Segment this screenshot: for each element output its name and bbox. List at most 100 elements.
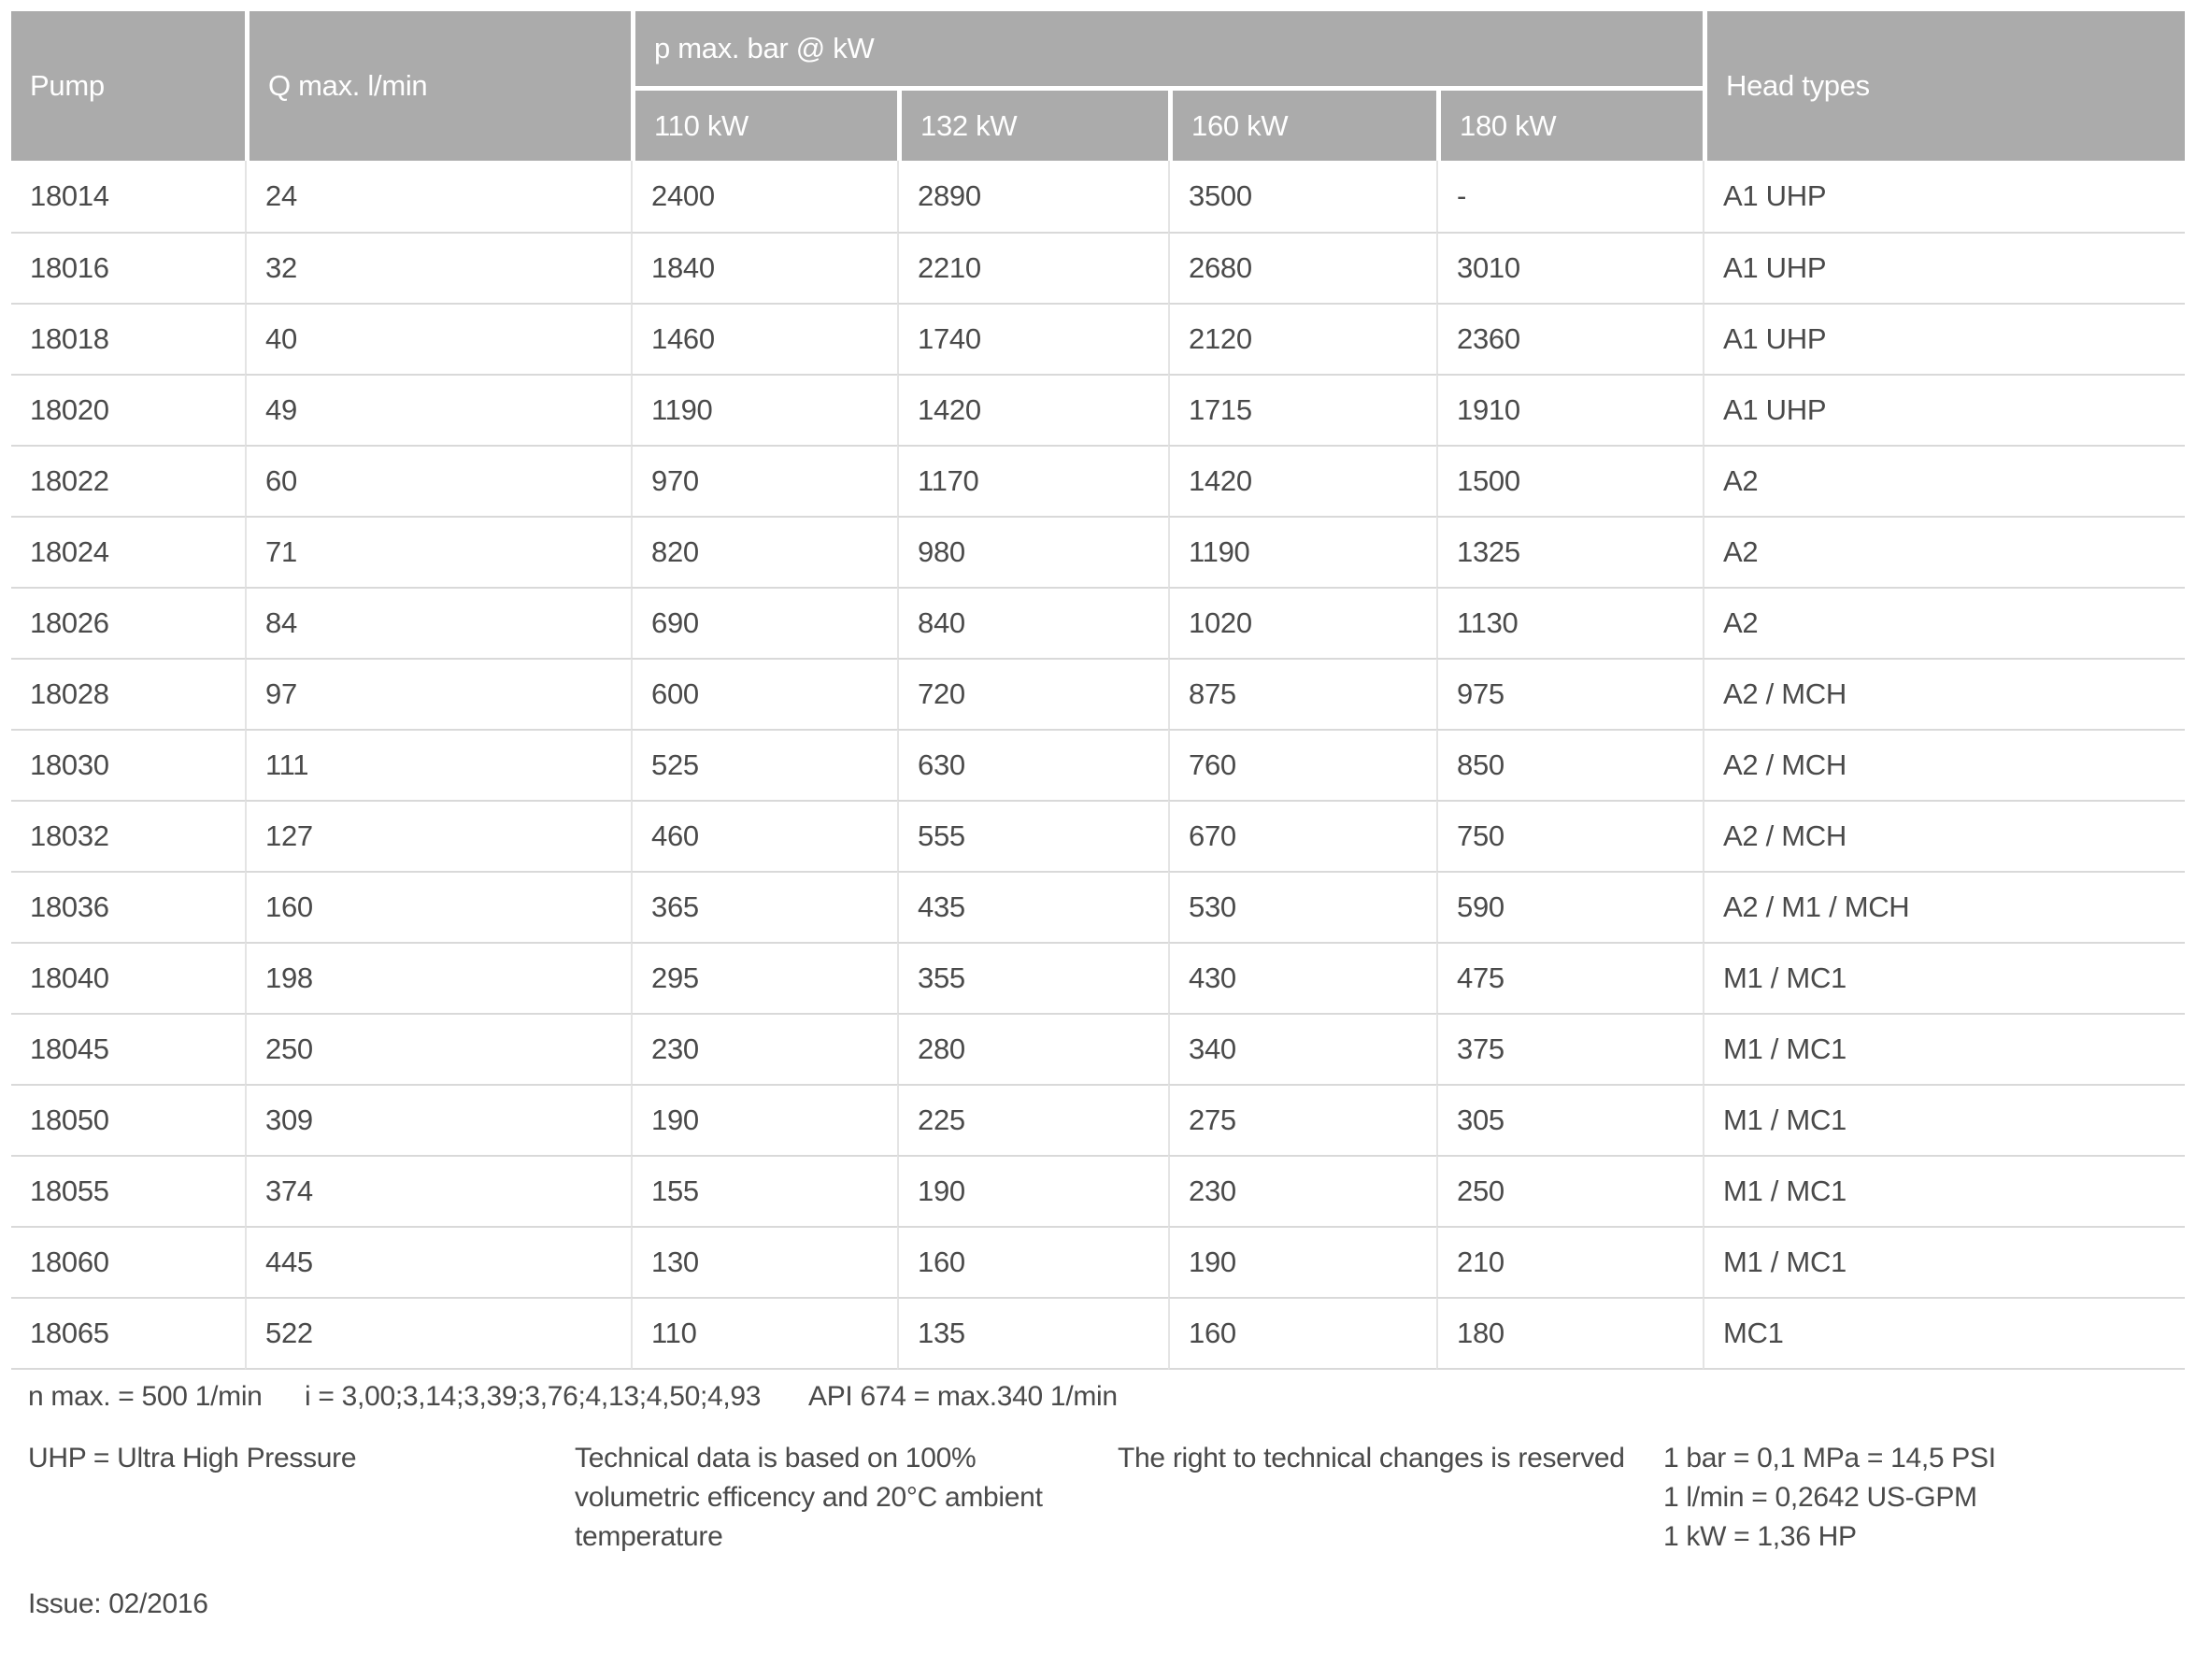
header-132kw: 132 kW	[897, 91, 1168, 161]
table-row: 18055 374 155 190 230 250 M1 / MC1	[11, 1155, 2186, 1226]
cell-p160kw: 1020	[1168, 587, 1436, 658]
header-180kw: 180 kW	[1436, 91, 1704, 161]
cell-p180kw: 305	[1436, 1084, 1704, 1155]
cell-pump: 18045	[11, 1013, 245, 1084]
cell-p160kw: 1190	[1168, 516, 1436, 587]
cell-p110kw: 820	[631, 516, 897, 587]
header-qmax: Q max. l/min	[245, 11, 631, 161]
cell-p180kw: 475	[1436, 942, 1704, 1013]
cell-p110kw: 295	[631, 942, 897, 1013]
cell-p110kw: 2400	[631, 161, 897, 232]
cell-p110kw: 600	[631, 658, 897, 729]
table-row: 18032 127 460 555 670 750 A2 / MCH	[11, 800, 2186, 871]
cell-head-types: A1 UHP	[1703, 374, 2186, 445]
technical-note-line: Technical data is based on 100%	[575, 1443, 977, 1474]
cell-p180kw: -	[1436, 161, 1704, 232]
cell-p160kw: 1715	[1168, 374, 1436, 445]
table-row: 18026 84 690 840 1020 1130 A2	[11, 587, 2186, 658]
cell-qmax: 49	[245, 374, 631, 445]
cell-qmax: 24	[245, 161, 631, 232]
cell-p160kw: 160	[1168, 1297, 1436, 1370]
cell-p180kw: 2360	[1436, 303, 1704, 374]
cell-pump: 18030	[11, 729, 245, 800]
cell-p110kw: 190	[631, 1084, 897, 1155]
cell-head-types: A2 / MCH	[1703, 658, 2186, 729]
cell-p160kw: 340	[1168, 1013, 1436, 1084]
cell-p132kw: 1740	[897, 303, 1168, 374]
table-row: 18024 71 820 980 1190 1325 A2	[11, 516, 2186, 587]
cell-qmax: 309	[245, 1084, 631, 1155]
cell-p110kw: 130	[631, 1226, 897, 1297]
cell-p132kw: 435	[897, 871, 1168, 942]
technical-note-line: temperature	[575, 1521, 723, 1552]
cell-head-types: M1 / MC1	[1703, 1155, 2186, 1226]
technical-note-line: volumetric efficency and 20°C ambient	[575, 1482, 1043, 1513]
cell-p110kw: 970	[631, 445, 897, 516]
table-row: 18028 97 600 720 875 975 A2 / MCH	[11, 658, 2186, 729]
table-row: 18030 111 525 630 760 850 A2 / MCH	[11, 729, 2186, 800]
cell-pump: 18020	[11, 374, 245, 445]
cell-pump: 18018	[11, 303, 245, 374]
table-row: 18016 32 1840 2210 2680 3010 A1 UHP	[11, 232, 2186, 303]
cell-qmax: 60	[245, 445, 631, 516]
cell-qmax: 374	[245, 1155, 631, 1226]
cell-qmax: 127	[245, 800, 631, 871]
cell-p110kw: 155	[631, 1155, 897, 1226]
cell-head-types: A2	[1703, 516, 2186, 587]
cell-p180kw: 1325	[1436, 516, 1704, 587]
cell-head-types: MC1	[1703, 1297, 2186, 1370]
cell-qmax: 445	[245, 1226, 631, 1297]
conversion-line: 1 l/min = 0,2642 US-GPM	[1663, 1482, 1977, 1513]
footnote-api: API 674 = max.340 1/min	[808, 1381, 1118, 1412]
cell-pump: 18055	[11, 1155, 245, 1226]
footnote-i-ratios: i = 3,00;3,14;3,39;3,76;4,13;4,50;4,93	[305, 1381, 762, 1412]
cell-head-types: A2 / MCH	[1703, 729, 2186, 800]
table-header: Pump Q max. l/min p max. bar @ kW Head t…	[11, 11, 2186, 161]
cell-p132kw: 135	[897, 1297, 1168, 1370]
cell-pump: 18024	[11, 516, 245, 587]
cell-pump: 18036	[11, 871, 245, 942]
cell-p180kw: 1910	[1436, 374, 1704, 445]
cell-head-types: A2	[1703, 445, 2186, 516]
cell-p110kw: 1190	[631, 374, 897, 445]
table-row: 18036 160 365 435 530 590 A2 / M1 / MCH	[11, 871, 2186, 942]
table-footnote: n max. = 500 1/min i = 3,00;3,14;3,39;3,…	[11, 1372, 2185, 1424]
cell-p160kw: 1420	[1168, 445, 1436, 516]
technical-note: Technical data is based on 100% volumetr…	[575, 1439, 1043, 1557]
cell-pump: 18022	[11, 445, 245, 516]
cell-pump: 18014	[11, 161, 245, 232]
cell-p160kw: 190	[1168, 1226, 1436, 1297]
cell-p132kw: 630	[897, 729, 1168, 800]
cell-p180kw: 850	[1436, 729, 1704, 800]
cell-head-types: A1 UHP	[1703, 232, 2186, 303]
cell-p110kw: 230	[631, 1013, 897, 1084]
uhp-legend: UHP = Ultra High Pressure	[28, 1443, 357, 1474]
cell-pump: 18026	[11, 587, 245, 658]
table-row: 18045 250 230 280 340 375 M1 / MC1	[11, 1013, 2186, 1084]
cell-pump: 18028	[11, 658, 245, 729]
cell-qmax: 160	[245, 871, 631, 942]
cell-p180kw: 590	[1436, 871, 1704, 942]
table-row: 18050 309 190 225 275 305 M1 / MC1	[11, 1084, 2186, 1155]
cell-p132kw: 2210	[897, 232, 1168, 303]
cell-p132kw: 720	[897, 658, 1168, 729]
cell-head-types: M1 / MC1	[1703, 1226, 2186, 1297]
pump-spec-table: Pump Q max. l/min p max. bar @ kW Head t…	[11, 11, 2186, 1370]
header-160kw: 160 kW	[1168, 91, 1436, 161]
cell-qmax: 84	[245, 587, 631, 658]
cell-p110kw: 1840	[631, 232, 897, 303]
table-row: 18014 24 2400 2890 3500- A1 UHP	[11, 161, 2186, 232]
cell-p180kw: 210	[1436, 1226, 1704, 1297]
cell-p160kw: 230	[1168, 1155, 1436, 1226]
cell-qmax: 40	[245, 303, 631, 374]
rights-note: The right to technical changes is reserv…	[1118, 1443, 1625, 1474]
table-row: 18020 49 1190 1420 1715 1910 A1 UHP	[11, 374, 2186, 445]
cell-qmax: 250	[245, 1013, 631, 1084]
cell-p132kw: 280	[897, 1013, 1168, 1084]
cell-p160kw: 2680	[1168, 232, 1436, 303]
table-row: 18040 198 295 355 430 475 M1 / MC1	[11, 942, 2186, 1013]
cell-p132kw: 1170	[897, 445, 1168, 516]
table-row: 18018 40 1460 1740 2120 2360 A1 UHP	[11, 303, 2186, 374]
cell-p160kw: 875	[1168, 658, 1436, 729]
table-row: 18060 445 130 160 190 210 M1 / MC1	[11, 1226, 2186, 1297]
